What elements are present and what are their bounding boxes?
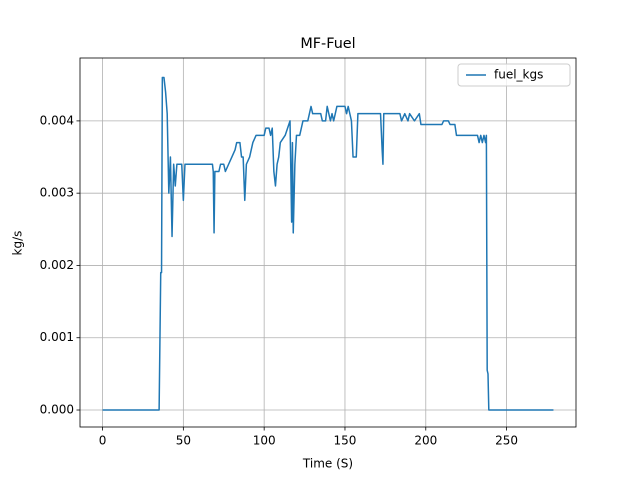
y-tick-label: 0.004 — [40, 113, 74, 127]
x-tick-label: 0 — [99, 434, 107, 448]
plot-frame — [79, 57, 577, 428]
data-line — [102, 76, 554, 411]
legend-box — [457, 63, 571, 87]
x-tick-label: 100 — [253, 434, 276, 448]
y-tick-label: 0.001 — [40, 330, 74, 344]
y-axis-label: kg/s — [11, 231, 25, 256]
chart-title: MF-Fuel — [300, 36, 355, 52]
y-tick-label: 0.000 — [40, 403, 74, 417]
legend-label: fuel_kgs — [494, 68, 543, 82]
x-tick-label: 50 — [176, 434, 191, 448]
x-tick-label: 250 — [495, 434, 518, 448]
x-tick-label: 150 — [334, 434, 357, 448]
x-tick-label: 200 — [414, 434, 437, 448]
y-tick-label: 0.003 — [40, 186, 74, 200]
y-tick-label: 0.002 — [40, 258, 74, 272]
x-axis-label: Time (S) — [302, 457, 353, 471]
